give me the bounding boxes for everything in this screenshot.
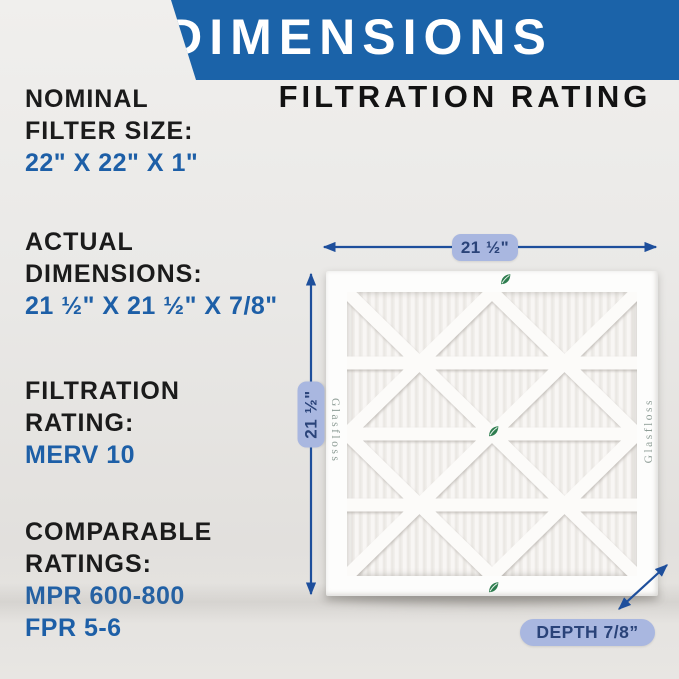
spec-label-line: RATING: bbox=[25, 409, 135, 437]
air-filter-photo: Glasfloss Glasfloss bbox=[326, 271, 658, 596]
page-subtitle: FILTRATION RATING bbox=[278, 79, 652, 114]
spec-label-line: FILTRATION bbox=[25, 377, 180, 405]
spec-label-line: DIMENSIONS: bbox=[25, 260, 203, 288]
leaf-logo-icon bbox=[489, 582, 499, 593]
banner-title: DIMENSIONS bbox=[166, 9, 553, 65]
depth-dimension-arrow bbox=[618, 564, 668, 610]
spec-comparable-ratings: COMPARABLE RATINGS: MPR 600-800 FPR 5-6 bbox=[25, 516, 212, 644]
spec-value-line: 21 ½" X 21 ½" X 7/8" bbox=[25, 292, 278, 320]
spec-label-line: RATINGS: bbox=[25, 550, 152, 578]
height-dimension-badge: 21 ½" bbox=[297, 381, 325, 448]
filter-support-grid bbox=[347, 292, 637, 576]
spec-value-line: FPR 5-6 bbox=[25, 614, 122, 642]
depth-dimension-badge: DEPTH 7/8” bbox=[520, 619, 655, 646]
brand-text-right: Glasfloss bbox=[643, 398, 655, 464]
spec-value-line: MERV 10 bbox=[25, 441, 136, 469]
spec-value-line: MPR 600-800 bbox=[25, 580, 212, 612]
spec-label-line: NOMINAL bbox=[25, 85, 149, 113]
spec-label-line: COMPARABLE bbox=[25, 518, 213, 546]
leaf-logo-icon bbox=[489, 426, 499, 437]
spec-value-line: 22" X 22" X 1" bbox=[25, 149, 199, 177]
header-banner: DIMENSIONS bbox=[166, 0, 679, 80]
spec-nominal-filter-size: NOMINAL FILTER SIZE: 22" X 22" X 1" bbox=[25, 83, 198, 179]
brand-text-left: Glasfloss bbox=[329, 398, 341, 464]
spec-actual-dimensions: ACTUAL DIMENSIONS: 21 ½" X 21 ½" X 7/8" bbox=[25, 226, 278, 322]
width-dimension-badge: 21 ½" bbox=[452, 234, 518, 261]
spec-label-line: FILTER SIZE: bbox=[25, 117, 194, 145]
spec-label-line: ACTUAL bbox=[25, 228, 134, 256]
leaf-logo-icon bbox=[501, 274, 511, 285]
spec-filtration-rating: FILTRATION RATING: MERV 10 bbox=[25, 375, 180, 471]
